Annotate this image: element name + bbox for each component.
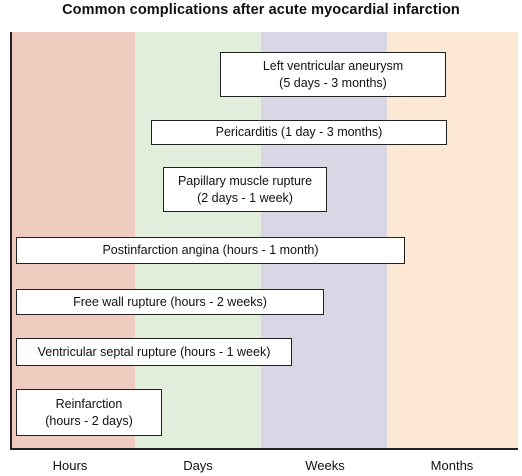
complication-free-wall-rupture: Free wall rupture (hours - 2 weeks) <box>16 289 324 315</box>
complication-label: Ventricular septal rupture (hours - 1 we… <box>37 344 271 359</box>
band-months <box>387 32 518 449</box>
x-axis-line <box>10 448 518 450</box>
complication-papillary-muscle-rupture: Papillary muscle rupture (2 days - 1 wee… <box>163 167 327 212</box>
diagram-title: Common complications after acute myocard… <box>62 2 460 18</box>
complication-label: Postinfarction angina (hours - 1 month) <box>102 243 319 257</box>
complication-label: Reinfarction (hours - 2 days) <box>45 396 133 428</box>
complication-reinfarction: Reinfarction (hours - 2 days) <box>16 389 162 436</box>
complication-label: Pericarditis (1 day - 3 months) <box>215 125 383 139</box>
x-label-weeks: Weeks <box>305 458 345 473</box>
complication-label: Papillary muscle rupture (2 days - 1 wee… <box>177 173 313 205</box>
x-label-hours: Hours <box>52 458 88 473</box>
complication-vsd-rupture: Ventricular septal rupture (hours - 1 we… <box>16 338 292 366</box>
complication-label: Free wall rupture (hours - 2 weeks) <box>73 294 267 309</box>
x-label-months: Months <box>430 458 474 473</box>
y-axis-line <box>10 32 12 449</box>
complication-label: Left ventricular aneurysm (5 days - 3 mo… <box>262 58 404 90</box>
complication-postinfarction-angina: Postinfarction angina (hours - 1 month) <box>16 237 405 264</box>
complication-pericarditis: Pericarditis (1 day - 3 months) <box>151 120 447 145</box>
x-label-days: Days <box>183 458 213 473</box>
complication-lv-aneurysm: Left ventricular aneurysm (5 days - 3 mo… <box>220 52 446 97</box>
